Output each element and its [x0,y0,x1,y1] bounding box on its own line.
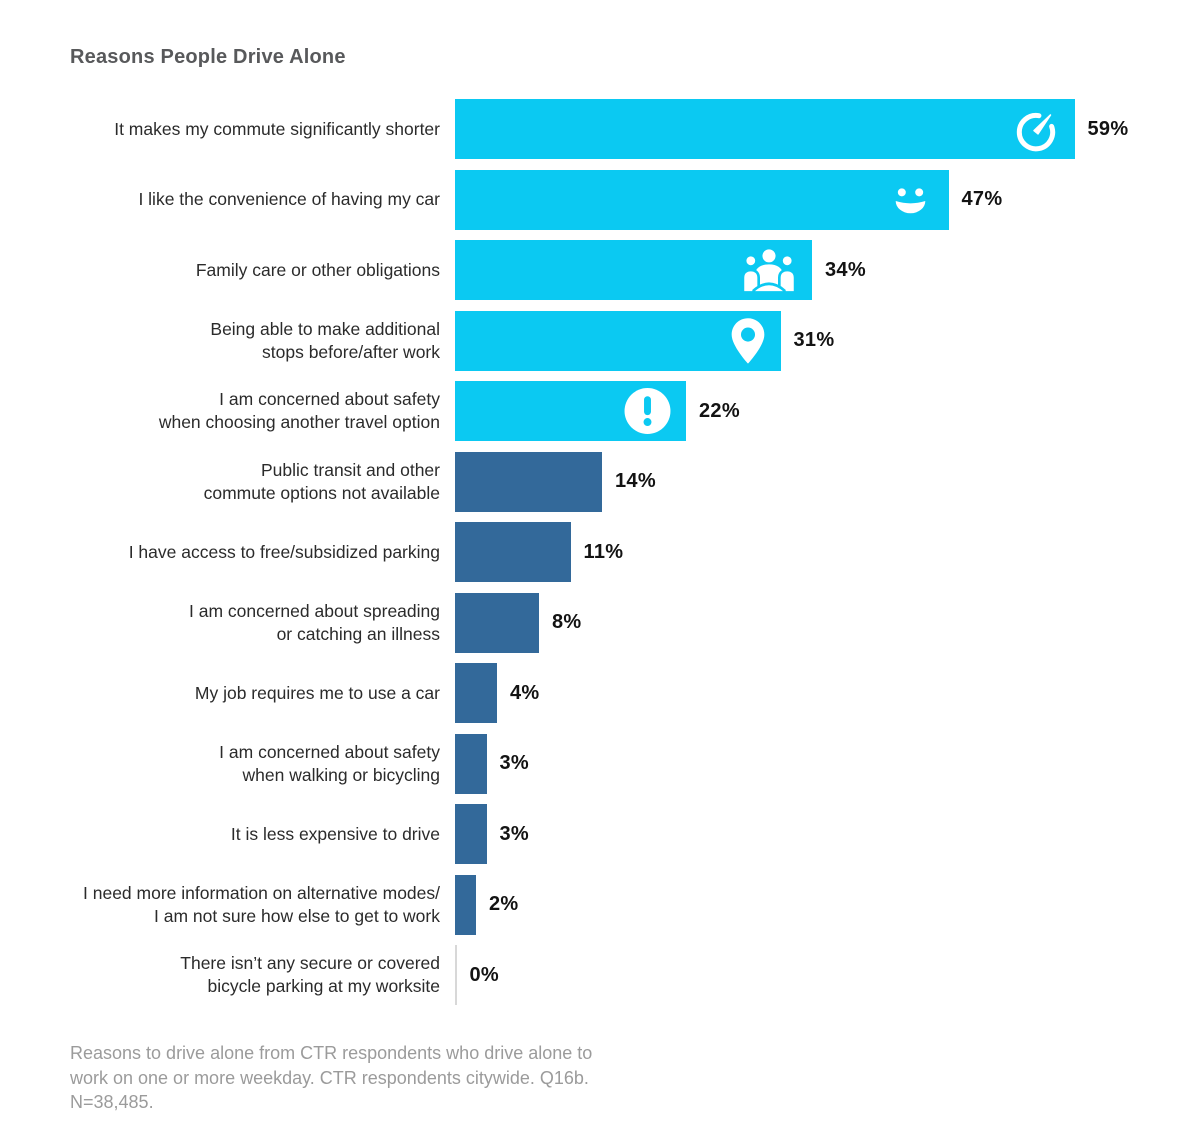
value-label: 22% [699,399,740,422]
bar [455,99,1075,159]
speedometer-icon [1016,112,1055,152]
value-label: 59% [1087,117,1129,140]
value-label: 31% [793,329,835,351]
value-label: 3% [499,752,530,774]
bar-row-9: I am concerned about safety when walking… [55,733,1128,794]
category-label: I need more information on alternative m… [83,882,440,926]
category-label: I have access to free/subsidized parking [128,541,440,562]
bar [455,592,539,653]
category-label: I am concerned about safety when choosin… [158,389,440,432]
bar [455,169,949,230]
chart-title: Reasons People Drive Alone [70,46,346,68]
value-label: 3% [499,822,530,845]
chart-footnote: Reasons to drive alone from CTR responde… [70,1043,593,1112]
bar [455,663,497,723]
category-label: My job requires me to use a car [194,682,440,703]
category-label: Family care or other obligations [195,259,440,280]
bar [455,240,812,300]
category-label: It makes my commute significantly shorte… [114,118,440,139]
value-label: 14% [615,470,656,492]
category-label: There isn’t any secure or covered bicycl… [180,953,440,996]
category-label: Being able to make additional stops befo… [210,318,440,362]
bar [455,451,602,512]
bar [455,945,457,1005]
value-label: 8% [552,611,582,633]
bar-row-11: I need more information on alternative m… [55,874,1128,935]
value-label: 11% [583,540,624,563]
bar [455,381,686,441]
bar [455,522,571,582]
people-group-icon [741,249,797,293]
bar-row-7: I am concerned about spreading or catchi… [55,592,1128,653]
bar [455,804,487,864]
bar-row-0: It makes my commute significantly shorte… [55,99,1128,159]
bar-row-1: I like the convenience of having my car … [55,169,1128,230]
bar-row-10: It is less expensive to drive 3% [55,804,1128,864]
value-label: 47% [961,188,1003,210]
value-label: 4% [510,681,540,704]
category-label: Public transit and other commute options… [203,459,440,503]
location-pin-icon [731,317,764,364]
bar-row-5: Public transit and other commute options… [55,451,1128,512]
smiley-face-icon [895,187,925,213]
bar-row-3: Being able to make additional stops befo… [55,310,1128,371]
bar-row-4: I am concerned about safety when choosin… [55,381,1128,441]
category-label: It is less expensive to drive [230,823,440,844]
category-label: I like the convenience of having my car [138,189,440,209]
alert-exclamation-icon [624,388,671,434]
bar-row-2: Family care or other obligations 34% [55,240,1128,300]
bar [455,733,487,794]
category-label: I am concerned about safety when walking… [219,741,440,785]
bar [455,310,781,371]
category-label: I am concerned about spreading or catchi… [189,600,440,644]
value-label: 0% [469,963,500,986]
value-label: 2% [489,893,519,915]
bar-row-12: There isn’t any secure or covered bicycl… [55,945,1128,1005]
value-label: 34% [825,258,866,281]
bar-row-8: My job requires me to use a car 4% [55,663,1128,723]
bar-chart: It makes my commute significantly shorte… [55,99,1128,1005]
bar [455,874,476,935]
bar-row-6: I have access to free/subsidized parking… [55,522,1128,582]
